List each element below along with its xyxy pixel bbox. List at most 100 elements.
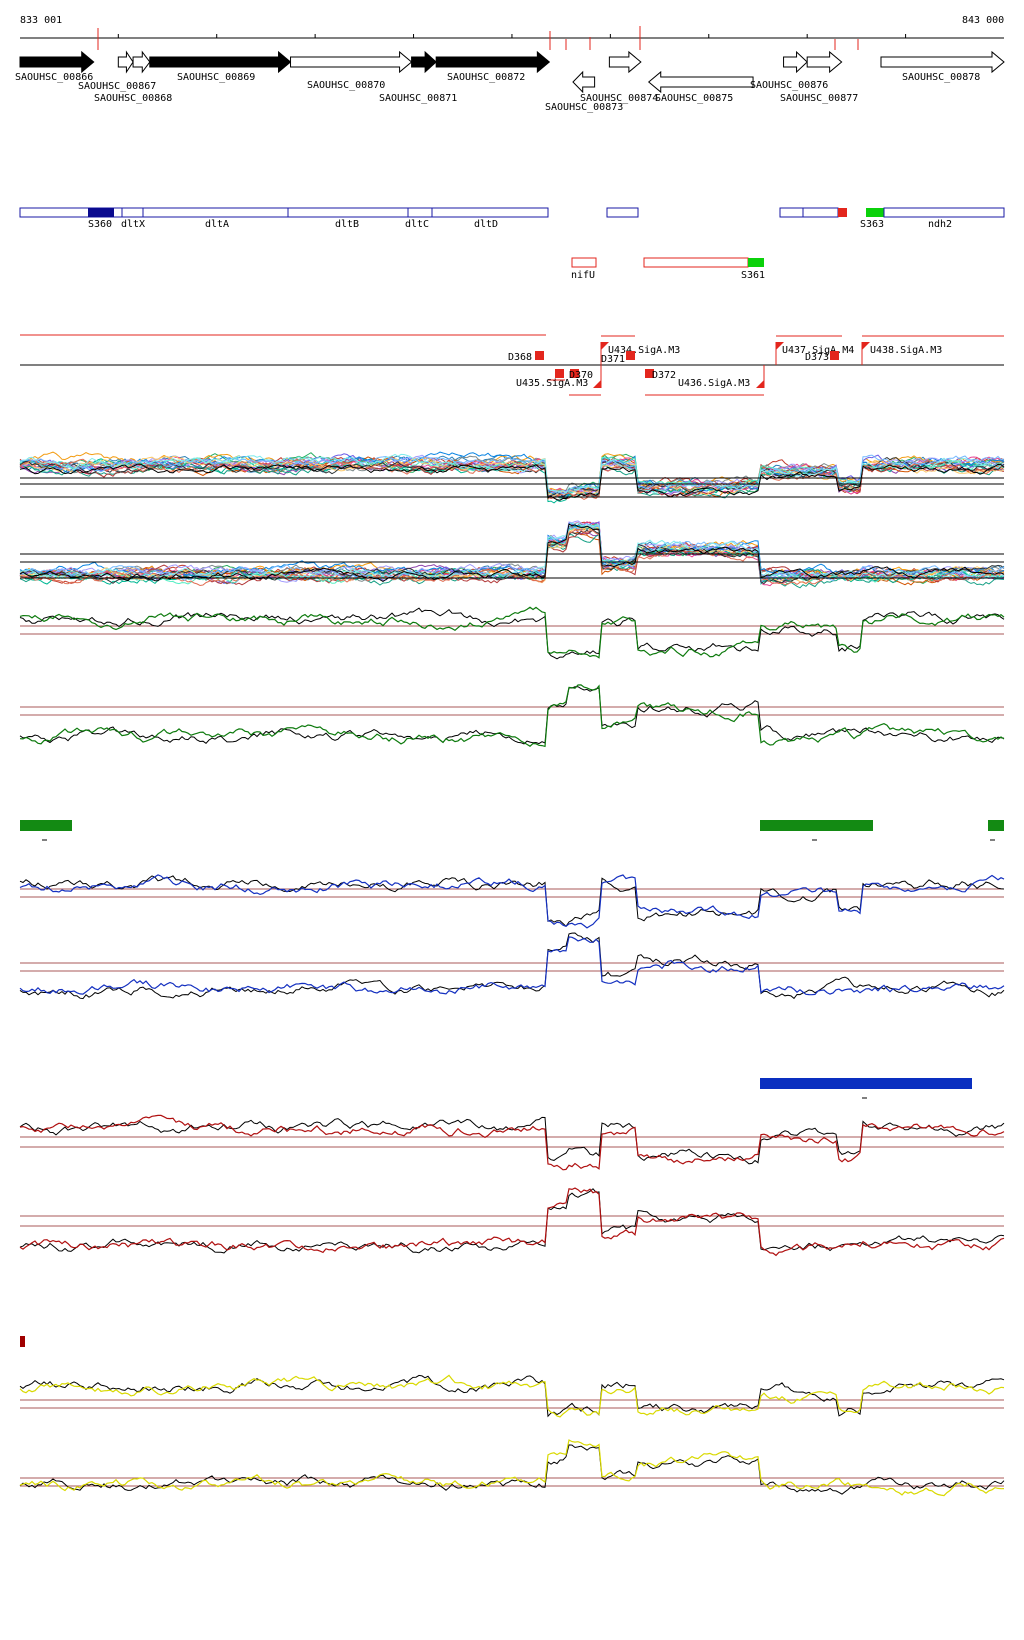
ruler-ticks [97, 26, 907, 50]
condition-line-black [19, 1444, 1005, 1495]
yellow-track-up [19, 1439, 1005, 1497]
promoter-u435-flag [593, 380, 601, 388]
segment-red-block [838, 208, 847, 217]
gene-label: SAOUHSC_00876 [750, 80, 828, 91]
promoter-u434-flag [601, 342, 609, 350]
transcription-unit-track: U434.SigA.M3 U437.SigA.M4 U438.SigA.M3 U… [20, 334, 1004, 396]
condition-line-color [19, 936, 1005, 996]
gene-label: SAOUHSC_00877 [780, 93, 858, 104]
segment-red-outline [643, 257, 749, 268]
site-d368-label: D368 [508, 352, 532, 363]
gene-label: SAOUHSC_00871 [379, 93, 457, 104]
sample-line [19, 523, 1005, 582]
sample-line [19, 453, 1005, 494]
segment-label-dltc: dltC [405, 219, 429, 230]
gene-label: SAOUHSC_00872 [447, 72, 525, 83]
gene-label: SAOUHSC_00878 [902, 72, 980, 83]
promoter-u434-label: U434.SigA.M3 [608, 345, 680, 356]
gene-arrow [435, 50, 551, 74]
gene-label: SAOUHSC_00873 [545, 102, 623, 113]
multi-sample-panel-1 [19, 451, 1005, 504]
promoter-u438-label: U438.SigA.M3 [870, 345, 942, 356]
sample-line [19, 463, 1005, 501]
gene-label: SAOUHSC_00870 [307, 80, 385, 91]
gene-arrow [608, 50, 642, 74]
gene-arrow [572, 70, 596, 94]
segment-label-dltx: dltX [121, 219, 145, 230]
red-track-down [19, 1114, 1005, 1171]
condition-line-black [19, 607, 1005, 660]
site-d370-marker-b [570, 369, 579, 378]
condition-line-color [19, 1374, 1005, 1418]
segment-label-nifu: nifU [571, 270, 595, 281]
promoter-u438-flag [862, 342, 870, 350]
green-track-up [19, 684, 1005, 748]
site-d370-label: D370 [569, 370, 593, 381]
promoter-u436-flag [756, 380, 764, 388]
condition-line-color [19, 1187, 1005, 1257]
operon-bar-dlt [19, 207, 549, 218]
condition-line-black [19, 1116, 1005, 1165]
gene-arrow [783, 50, 808, 74]
red-track-up [19, 1187, 1005, 1257]
segment-nifu-box [571, 257, 597, 268]
condition-line-black [19, 686, 1005, 745]
segment-label-ndh2: ndh2 [928, 219, 952, 230]
segment-label-dltb: dltB [335, 219, 359, 230]
blue-track-up [19, 932, 1005, 1000]
highlight-bar-green-1 [20, 820, 72, 831]
condition-line-color [19, 684, 1005, 748]
gene-arrow [149, 50, 292, 74]
site-d368-marker [535, 351, 544, 360]
condition-line-color [19, 874, 1005, 929]
segment-s363-block [866, 208, 884, 217]
promoter-u437-label: U437.SigA.M4 [782, 345, 854, 356]
sample-line [19, 523, 1005, 582]
ruler-end-label: 843 000 [962, 15, 1004, 26]
site-d373-marker [830, 351, 839, 360]
condition-line-color [19, 1114, 1005, 1171]
segment-s361-block [748, 258, 764, 267]
segment-label-s363: S363 [860, 219, 884, 230]
condition-line-black [19, 1188, 1005, 1254]
promoter-u435-label: U435.SigA.M3 [516, 378, 588, 389]
segment-label-s360: S360 [88, 219, 112, 230]
highlight-bar-green-3 [988, 820, 1004, 831]
operon-bar-00876 [779, 207, 839, 218]
site-d372-label: D372 [652, 370, 676, 381]
highlight-bar-darkred [20, 1336, 25, 1347]
gene-label: SAOUHSC_00875 [655, 93, 733, 104]
coordinate-ruler: 833 001 843 000 [20, 15, 1004, 50]
ruler-start-label: 833 001 [20, 15, 62, 26]
sample-line [19, 458, 1005, 500]
promoter-u437-flag [776, 342, 784, 350]
gene-label: SAOUHSC_00874 [580, 93, 658, 104]
operon-bar-ndh2 [883, 207, 1005, 218]
gene-arrow [647, 70, 754, 94]
operon-track: S360 dltX dltA dltB dltC dltD S363 ndh2 … [19, 207, 1005, 281]
yellow-track-down [19, 1374, 1005, 1418]
site-d373-label: D373 [805, 352, 829, 363]
gene-arrow [290, 50, 413, 74]
segment-label-s361: S361 [741, 270, 765, 281]
condition-line-black [19, 932, 1005, 1000]
green-track-down [19, 606, 1005, 660]
sample-line [19, 454, 1004, 499]
segment-label-dlta: dltA [205, 219, 229, 230]
gene-arrow [19, 50, 95, 74]
gene-label: SAOUHSC_00867 [78, 81, 156, 92]
highlight-bar-green-2 [760, 820, 873, 831]
gene-label: SAOUHSC_00869 [177, 72, 255, 83]
condition-line-color [19, 606, 1005, 659]
operon-bar-00874 [606, 207, 639, 218]
site-d370-marker-a [555, 369, 564, 378]
condition-line-color [19, 1439, 1005, 1497]
highlight-bar-blue [760, 1078, 972, 1089]
gene-label: SAOUHSC_00868 [94, 93, 172, 104]
gene-arrow [117, 50, 134, 74]
site-d371-label: D371 [601, 354, 625, 365]
site-d372-marker [645, 369, 654, 378]
gene-label: SAOUHSC_00866 [15, 72, 93, 83]
